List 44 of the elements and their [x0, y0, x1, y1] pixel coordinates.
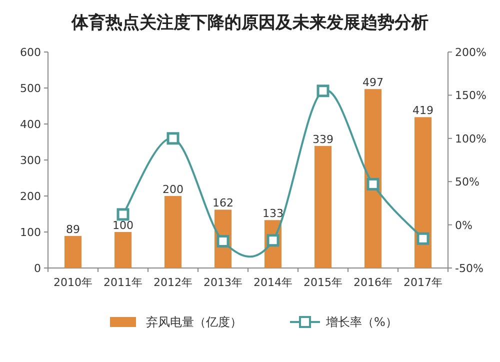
x-tick-label: 2016年	[354, 276, 392, 289]
data-label: 419	[412, 104, 434, 118]
y2-tick-label: 100%	[455, 132, 486, 146]
point	[416, 232, 430, 245]
bar	[164, 196, 182, 268]
bar	[114, 232, 132, 268]
data-label: 162	[212, 196, 234, 210]
data-label: 200	[162, 183, 184, 196]
bar	[364, 89, 382, 268]
y2-tick-label: -50%	[455, 262, 484, 275]
point	[216, 234, 230, 248]
y2-tick-label: 50%	[455, 176, 480, 189]
point	[116, 208, 130, 221]
data-label: 100	[112, 219, 134, 232]
x-tick-label: 2011年	[104, 276, 142, 289]
data-label: 339	[312, 132, 334, 146]
point	[316, 84, 330, 98]
chart-title: 体育热点关注度下降的原因及未来发展趋势分析	[70, 12, 428, 33]
data-label: 133	[262, 207, 284, 220]
point	[366, 178, 380, 190]
legend-label: 增长率（%）	[325, 315, 398, 329]
x-tick-label: 2015年	[304, 276, 342, 289]
y-tick-label: 100	[20, 226, 41, 239]
data-label: 497	[362, 76, 384, 90]
x-tick-label: 2014年	[254, 276, 292, 289]
x-tick-label: 2017年	[404, 276, 442, 289]
data-label: 89	[66, 222, 80, 236]
bar	[64, 236, 82, 268]
x-tick-label: 2010年	[54, 276, 92, 289]
y-tick-label: 0	[34, 262, 41, 275]
y2-tick-label: 150%	[455, 89, 486, 102]
x-tick-label: 2012年	[154, 276, 192, 289]
point	[166, 132, 180, 145]
y2-tick-label: 200%	[455, 46, 486, 59]
y-tick-label: 600	[20, 46, 41, 59]
legend-label: 弃风电量（亿度）	[146, 315, 242, 329]
y-tick-label: 200	[20, 190, 41, 203]
y-tick-label: 400	[20, 118, 41, 131]
bar	[414, 117, 432, 268]
y2-tick-label: 0%	[455, 218, 472, 232]
y-tick-label: 500	[20, 82, 41, 95]
y-tick-label: 300	[20, 154, 41, 167]
bar	[314, 146, 332, 268]
x-tick-label: 2013年	[204, 276, 242, 289]
